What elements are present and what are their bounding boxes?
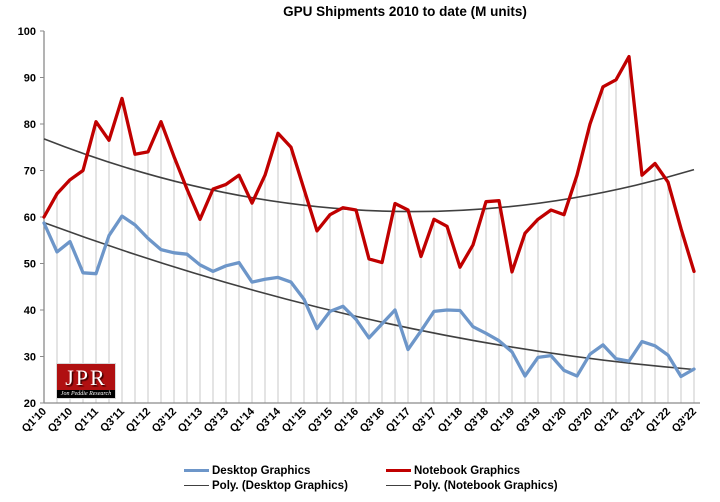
x-tick-label: Q3'20 — [566, 406, 595, 435]
x-tick-label: Q3'22 — [670, 406, 699, 435]
y-tick-label: 70 — [24, 166, 36, 178]
x-tick-label: Q3'10 — [46, 406, 75, 435]
x-tick-label: Q3'13 — [202, 406, 231, 435]
legend-column-left: Desktop Graphics Poly. (Desktop Graphics… — [184, 464, 348, 494]
x-tick-label: Q1'13 — [176, 406, 205, 435]
notebook-series-line — [42, 54, 696, 274]
x-tick-label: Q3'18 — [462, 406, 491, 435]
x-tick-label: Q1'14 — [228, 405, 258, 435]
desktop-series-swatch-icon — [184, 469, 209, 473]
y-tick-label: 40 — [24, 305, 36, 317]
y-tick-label: 100 — [18, 26, 36, 38]
jpr-logo-text: JPR — [65, 365, 107, 390]
x-tick-label: Q3'12 — [150, 406, 179, 435]
x-tick-label: Q1'21 — [592, 406, 621, 435]
notebook-trend-line — [43, 138, 695, 213]
x-tick-label: Q1'15 — [280, 406, 309, 435]
jpr-logo-subtext: Jon Peddie Research — [57, 390, 115, 398]
x-tick-label: Q1'16 — [332, 406, 361, 435]
legend-column-right: Notebook Graphics Poly. (Notebook Graphi… — [386, 464, 558, 494]
legend-item-desktop-graphics: Desktop Graphics — [184, 464, 348, 479]
x-tick-label: Q1'11 — [72, 406, 101, 435]
chart-title: GPU Shipments 2010 to date (M units) — [283, 4, 527, 19]
legend-label: Notebook Graphics — [414, 465, 521, 477]
y-tick-label: 20 — [24, 398, 36, 410]
x-tick-label: Q3'21 — [618, 406, 647, 435]
x-tick-label: Q3'15 — [306, 406, 335, 435]
x-tick-label: Q1'10 — [20, 406, 49, 435]
legend-item-poly-notebook: Poly. (Notebook Graphics) — [386, 479, 558, 494]
x-tick-label: Q3'14 — [254, 405, 284, 435]
legend-label: Desktop Graphics — [212, 465, 311, 477]
y-tick-label: 80 — [24, 119, 36, 131]
x-tick-label: Q1'20 — [540, 406, 569, 435]
x-tick-label: Q3'17 — [410, 406, 439, 435]
x-tick-label: Q1'22 — [644, 406, 673, 435]
legend-label: Poly. (Desktop Graphics) — [212, 480, 348, 492]
x-tick-label: Q1'18 — [436, 406, 465, 435]
desktop-series-line — [42, 214, 696, 379]
x-tick-label: Q1'12 — [124, 406, 153, 435]
desktop-trend-swatch-icon — [184, 485, 209, 487]
legend-label: Poly. (Notebook Graphics) — [414, 480, 558, 492]
x-tick-label: Q1'17 — [384, 406, 413, 435]
notebook-trend-swatch-icon — [386, 485, 411, 487]
notebook-series-swatch-icon — [386, 469, 411, 473]
y-tick-label: 30 — [24, 352, 36, 364]
jpr-logo: JPR Jon Peddie Research — [57, 364, 115, 398]
y-tick-label: 50 — [24, 259, 36, 271]
x-tick-label: Q3'16 — [358, 406, 387, 435]
legend-item-notebook-graphics: Notebook Graphics — [386, 464, 558, 479]
x-tick-label: Q3'11 — [98, 406, 127, 435]
y-tick-label: 60 — [24, 212, 36, 224]
desktop-trend-line — [43, 221, 695, 371]
y-tick-label: 90 — [24, 73, 36, 85]
x-tick-label: Q3'19 — [514, 406, 543, 435]
x-tick-label: Q1'19 — [488, 406, 517, 435]
legend-item-poly-desktop: Poly. (Desktop Graphics) — [184, 479, 348, 494]
